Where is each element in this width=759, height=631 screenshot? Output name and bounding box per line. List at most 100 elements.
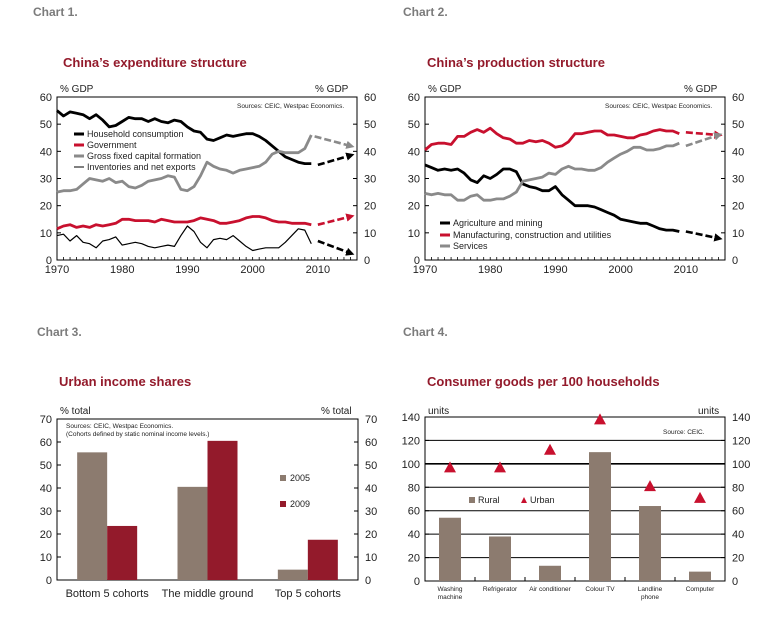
chart-3-ytick-label-left-10: 10 — [40, 552, 52, 564]
chart-2-ytick-label-right-40: 40 — [732, 146, 744, 158]
chart-4-xcat-landline-phone-line-0: Landline — [638, 586, 663, 593]
chart-3-bar-top-5-cohorts-2009 — [307, 539, 338, 580]
chart-3-ytick-label-left-0: 0 — [46, 575, 52, 587]
chart-1-xtick-label-1990: 1990 — [175, 264, 199, 276]
chart-3-bar-top-5-cohorts-2005 — [277, 569, 308, 580]
chart-2-unit-right: % GDP — [684, 84, 718, 95]
chart-3-ytick-label-left-40: 40 — [40, 483, 52, 495]
chart-1-ytick-label-left-30: 30 — [40, 174, 52, 186]
chart-3-ytick-label-right-30: 30 — [365, 506, 377, 518]
chart-2-legend-services: Services — [453, 241, 488, 251]
chart-1-label: Chart 1. — [33, 5, 78, 19]
chart-3-ytick-label-right-20: 20 — [365, 529, 377, 541]
chart-4-bar-rural-landline-phone — [639, 506, 661, 581]
chart-1-projection-government — [317, 213, 355, 226]
chart-2-lines — [424, 126, 723, 242]
chart-4-xcat-air-conditioner-line-0: Air conditioner — [529, 586, 571, 593]
chart-4-ytick-label-right-120: 120 — [732, 435, 750, 447]
chart-1-plot-frame — [56, 96, 358, 261]
chart-4-legend-swatch-urban — [521, 497, 527, 503]
chart-3-legend-swatch-2009 — [280, 501, 286, 507]
chart-4-marker-urban-washing-machine — [444, 461, 456, 473]
chart-1-panel: Chart 1. China’s expenditure structure %… — [33, 5, 376, 276]
chart-3-ytick-label-right-10: 10 — [365, 552, 377, 564]
chart-1-ytick-label-left-10: 10 — [40, 228, 52, 240]
chart-3-bar-the-middle-ground-2005 — [177, 486, 208, 580]
chart-1-ytick-label-left-0: 0 — [46, 255, 52, 267]
chart-4-ytick-label-right-40: 40 — [732, 529, 744, 541]
chart-4-ytick-label-right-80: 80 — [732, 482, 744, 494]
chart-2-axes: 0 0 10 10 20 20 30 30 40 40 50 50 60 60 1970 1980 1990 20… — [408, 92, 745, 276]
chart-3-legend: 2005 2009 — [280, 473, 310, 509]
chart-4-bar-rural-computer — [689, 571, 711, 581]
chart-2-ytick-label-right-60: 60 — [732, 92, 744, 104]
chart-4-xcat-refrigerator-line-0: Refrigerator — [483, 586, 518, 593]
chart-4-xcat-washing-machine-line-1: machine — [438, 594, 463, 601]
chart-1-legend-household: Household consumption — [87, 129, 184, 139]
chart-4-legend: Rural Urban — [469, 495, 555, 505]
chart-1-title: China’s expenditure structure — [63, 55, 247, 70]
chart-4-ytick-label-left-40: 40 — [408, 529, 420, 541]
chart-4-ytick-label-left-0: 0 — [414, 576, 420, 588]
chart-2-label: Chart 2. — [403, 5, 448, 19]
chart-2-legend-agriculture: Agriculture and mining — [453, 218, 543, 228]
chart-1-line-household-consumption — [56, 109, 312, 165]
chart-2-line-agriculture-and-mining — [424, 163, 680, 233]
chart-2-ytick-label-left-40: 40 — [408, 146, 420, 158]
chart-4-marker-urban-computer — [694, 491, 706, 503]
chart-2-panel: Chart 2. China’s production structure % … — [403, 5, 744, 276]
chart-1-ytick-label-left-60: 60 — [40, 92, 52, 104]
chart-3-ytick-label-left-30: 30 — [40, 506, 52, 518]
chart-2-line-services — [424, 141, 680, 202]
chart-2-ytick-label-right-0: 0 — [732, 255, 738, 267]
chart-1-legend-inventories: Inventories and net exports — [87, 162, 196, 172]
chart-4-unit-left: units — [428, 406, 449, 417]
chart-2-unit-left: % GDP — [428, 84, 462, 95]
chart-2-ytick-label-left-10: 10 — [408, 228, 420, 240]
chart-1-unit-left: % GDP — [60, 84, 94, 95]
chart-2-ytick-label-right-30: 30 — [732, 174, 744, 186]
chart-1-projection-gross-fixed-capital-formation — [314, 135, 355, 149]
chart-1-projection-inventories-and-net-exports — [317, 239, 355, 256]
chart-3-unit-left: % total — [60, 406, 91, 417]
chart-2-xtick-label-1970: 1970 — [413, 264, 437, 276]
chart-2-ytick-label-left-50: 50 — [408, 119, 420, 131]
chart-2-ytick-label-right-50: 50 — [732, 119, 744, 131]
chart-1-ytick-label-right-40: 40 — [364, 146, 376, 158]
chart-3-ytick-label-right-70: 70 — [365, 414, 377, 426]
chart-1-xtick-label-1980: 1980 — [110, 264, 134, 276]
chart-2-legend-manufacturing: Manufacturing, construction and utilitie… — [453, 230, 612, 240]
chart-1-legend: Household consumption Government Gross f… — [74, 129, 201, 172]
chart-2-xtick-label-1990: 1990 — [543, 264, 567, 276]
chart-1-ytick-label-right-50: 50 — [364, 119, 376, 131]
chart-3-bar-the-middle-ground-2009 — [207, 440, 238, 580]
chart-1-lines — [56, 109, 355, 256]
chart-2-ytick-label-left-20: 20 — [408, 201, 420, 213]
chart-4-source: Source: CEIC. — [663, 429, 705, 436]
chart-3-ytick-label-right-50: 50 — [365, 460, 377, 472]
chart-4-axes: 0 0 20 20 40 40 60 60 80 80 100 100 120 120 140 140 Wash… — [402, 412, 751, 601]
chart-3-xcat-top-5-cohorts: Top 5 cohorts — [275, 588, 342, 600]
chart-3-note: (Cohorts defined by static nominal incom… — [66, 431, 209, 438]
chart-3-legend-2005: 2005 — [290, 473, 310, 483]
chart-1-xtick-label-2000: 2000 — [240, 264, 264, 276]
chart-1-ytick-label-left-50: 50 — [40, 119, 52, 131]
chart-4-bar-rural-colour-tv — [589, 452, 611, 581]
chart-3-bar-bottom-5-cohorts-2009 — [107, 525, 138, 580]
chart-4-xcat-washing-machine-line-0: Washing — [437, 586, 462, 593]
chart-4-ytick-label-right-20: 20 — [732, 553, 744, 565]
chart-4-bar-rural-washing-machine — [439, 517, 461, 581]
chart-4-xcat-computer-line-0: Computer — [686, 586, 715, 593]
chart-2-projection-agriculture-and-mining — [685, 230, 723, 242]
chart-2-xtick-label-2000: 2000 — [608, 264, 632, 276]
chart-4-ytick-label-left-80: 80 — [408, 482, 420, 494]
chart-1-line-gross-fixed-capital-formation — [56, 134, 313, 194]
chart-2-title: China’s production structure — [427, 55, 605, 70]
chart-2-projection-services — [685, 132, 723, 148]
chart-3-ytick-label-right-0: 0 — [365, 575, 371, 587]
chart-2-line-manufacturing-construction-and-utilities — [424, 126, 680, 152]
chart-1-xtick-label-2010: 2010 — [306, 264, 330, 276]
chart-2-legend: Agriculture and mining Manufacturing, co… — [440, 218, 612, 251]
chart-4-ytick-label-right-0: 0 — [732, 576, 738, 588]
